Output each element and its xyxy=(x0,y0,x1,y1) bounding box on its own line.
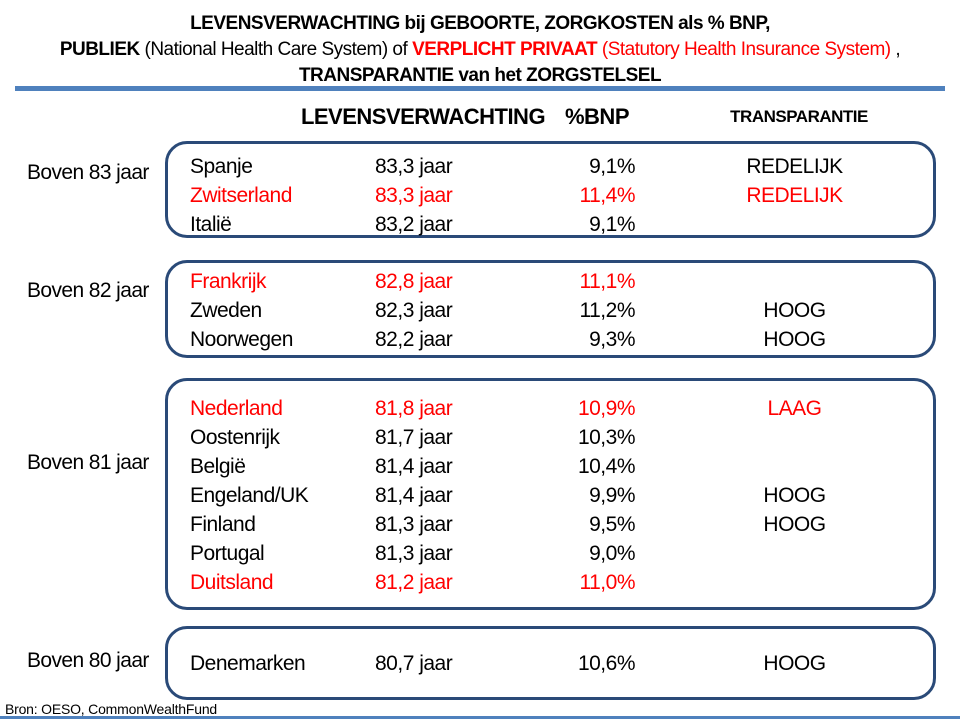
group-box-boven-80: Denemarken 80,7 jaar 10,6% HOOG xyxy=(165,626,936,700)
title-line-2: PUBLIEK (National Health Care System) of… xyxy=(0,37,960,63)
transparency-cell: HOOG xyxy=(763,513,826,536)
life-expectancy-cell: 80,7 jaar xyxy=(375,652,453,675)
country-cell: Noorwegen xyxy=(190,328,293,351)
gdp-percent-cell: 10,9% xyxy=(577,397,636,420)
transparency-cell xyxy=(635,210,909,239)
title-line2-comma: , xyxy=(890,39,901,60)
transparency-cell: HOOG xyxy=(763,328,826,351)
country-cell: Spanje xyxy=(190,155,253,178)
gdp-percent-cell: 9,9% xyxy=(589,484,635,507)
transparency-cell: REDELIJK xyxy=(746,184,843,207)
gdp-percent-cell: 10,3% xyxy=(577,426,636,449)
column-header-bnp: %BNP xyxy=(564,104,630,129)
table-row: België 81,4 jaar 10,4% xyxy=(190,452,909,481)
title-line2-verplicht-privaat: VERPLICHT PRIVAAT xyxy=(412,39,602,60)
country-cell: Portugal xyxy=(190,542,265,565)
column-header-levensverwachting: LEVENSVERWACHTING xyxy=(300,104,546,129)
life-expectancy-cell: 81,7 jaar xyxy=(375,426,453,449)
gdp-percent-cell: 9,1% xyxy=(589,213,635,236)
life-expectancy-cell: 81,4 jaar xyxy=(375,455,453,478)
group-label-boven-80: Boven 80 jaar xyxy=(27,649,149,672)
country-cell: Finland xyxy=(190,513,256,536)
slide-title: LEVENSVERWACHTING bij GEBOORTE, ZORGKOST… xyxy=(0,11,960,89)
life-expectancy-cell: 82,2 jaar xyxy=(375,328,453,351)
title-line-1: LEVENSVERWACHTING bij GEBOORTE, ZORGKOST… xyxy=(190,13,770,34)
transparency-cell xyxy=(635,539,909,568)
table-row: Nederland 81,8 jaar 10,9% LAAG xyxy=(190,394,909,423)
transparency-cell: HOOG xyxy=(763,484,826,507)
table-row: Noorwegen 82,2 jaar 9,3% HOOG xyxy=(190,325,909,354)
title-line2-publiek: PUBLIEK xyxy=(59,39,145,60)
life-expectancy-cell: 81,3 jaar xyxy=(375,513,453,536)
life-expectancy-cell: 83,3 jaar xyxy=(375,155,453,178)
country-cell: Zwitserland xyxy=(190,184,292,207)
life-expectancy-cell: 82,8 jaar xyxy=(375,270,453,293)
life-expectancy-cell: 82,3 jaar xyxy=(375,299,453,322)
transparency-cell xyxy=(635,267,909,296)
transparency-cell xyxy=(635,568,909,597)
table-row: Finland 81,3 jaar 9,5% HOOG xyxy=(190,510,909,539)
country-cell: Engeland/UK xyxy=(190,484,309,507)
top-divider-rule xyxy=(15,86,945,91)
transparency-cell: REDELIJK xyxy=(746,155,843,178)
life-expectancy-cell: 83,2 jaar xyxy=(375,213,453,236)
table-row: Oostenrijk 81,7 jaar 10,3% xyxy=(190,423,909,452)
gdp-percent-cell: 11,4% xyxy=(579,184,636,207)
transparency-cell xyxy=(635,452,909,481)
table-row: Zweden 82,3 jaar 11,2% HOOG xyxy=(190,296,909,325)
group-label-boven-83: Boven 83 jaar xyxy=(27,161,149,184)
table-row: Frankrijk 82,8 jaar 11,1% xyxy=(190,267,909,296)
table-row: Denemarken 80,7 jaar 10,6% HOOG xyxy=(190,649,909,678)
transparency-cell: HOOG xyxy=(763,299,826,322)
life-expectancy-cell: 81,3 jaar xyxy=(375,542,453,565)
gdp-percent-cell: 9,3% xyxy=(589,328,635,351)
title-line-3: TRANSPARANTIE van het ZORGSTELSEL xyxy=(298,65,662,86)
life-expectancy-cell: 81,2 jaar xyxy=(375,571,453,594)
bottom-divider-rule xyxy=(0,716,960,719)
country-cell: Oostenrijk xyxy=(190,426,280,449)
gdp-percent-cell: 11,2% xyxy=(579,299,636,322)
country-cell: Zweden xyxy=(190,299,262,322)
gdp-percent-cell: 9,1% xyxy=(589,155,635,178)
transparency-cell: HOOG xyxy=(763,652,826,675)
country-cell: Denemarken xyxy=(190,652,306,675)
table-row: Duitsland 81,2 jaar 11,0% xyxy=(190,568,909,597)
gdp-percent-cell: 11,1% xyxy=(579,270,636,293)
table-row: Engeland/UK 81,4 jaar 9,9% HOOG xyxy=(190,481,909,510)
title-line2-shis: (Statutory Health Insurance System) xyxy=(601,39,891,60)
table-row: Portugal 81,3 jaar 9,0% xyxy=(190,539,909,568)
country-cell: Duitsland xyxy=(190,571,274,594)
life-expectancy-cell: 81,8 jaar xyxy=(375,397,453,420)
table-row: Italië 83,2 jaar 9,1% xyxy=(190,210,909,239)
group-label-boven-81: Boven 81 jaar xyxy=(27,451,149,474)
source-note: Bron: OESO, CommonWealthFund xyxy=(5,701,218,717)
gdp-percent-cell: 11,0% xyxy=(579,571,636,594)
table-row: Spanje 83,3 jaar 9,1% REDELIJK xyxy=(190,152,909,181)
group-label-boven-82: Boven 82 jaar xyxy=(27,279,149,302)
country-cell: Nederland xyxy=(190,397,283,420)
title-line2-nhcs: (National Health Care System) of xyxy=(144,39,413,60)
transparency-cell xyxy=(635,423,909,452)
group-box-boven-83: Spanje 83,3 jaar 9,1% REDELIJK Zwitserla… xyxy=(165,141,936,238)
life-expectancy-cell: 81,4 jaar xyxy=(375,484,453,507)
gdp-percent-cell: 9,0% xyxy=(589,542,635,565)
transparency-cell: LAAG xyxy=(767,397,822,420)
group-box-boven-82: Frankrijk 82,8 jaar 11,1% Zweden 82,3 ja… xyxy=(165,260,936,358)
gdp-percent-cell: 10,4% xyxy=(577,455,636,478)
group-box-boven-81: Nederland 81,8 jaar 10,9% LAAG Oostenrij… xyxy=(165,378,936,610)
column-header-transparantie: TRANSPARANTIE xyxy=(730,107,868,126)
country-cell: Italië xyxy=(190,213,232,236)
country-cell: Frankrijk xyxy=(190,270,267,293)
country-cell: België xyxy=(190,455,246,478)
gdp-percent-cell: 9,5% xyxy=(589,513,635,536)
gdp-percent-cell: 10,6% xyxy=(577,652,636,675)
table-row: Zwitserland 83,3 jaar 11,4% REDELIJK xyxy=(190,181,909,210)
life-expectancy-cell: 83,3 jaar xyxy=(375,184,453,207)
